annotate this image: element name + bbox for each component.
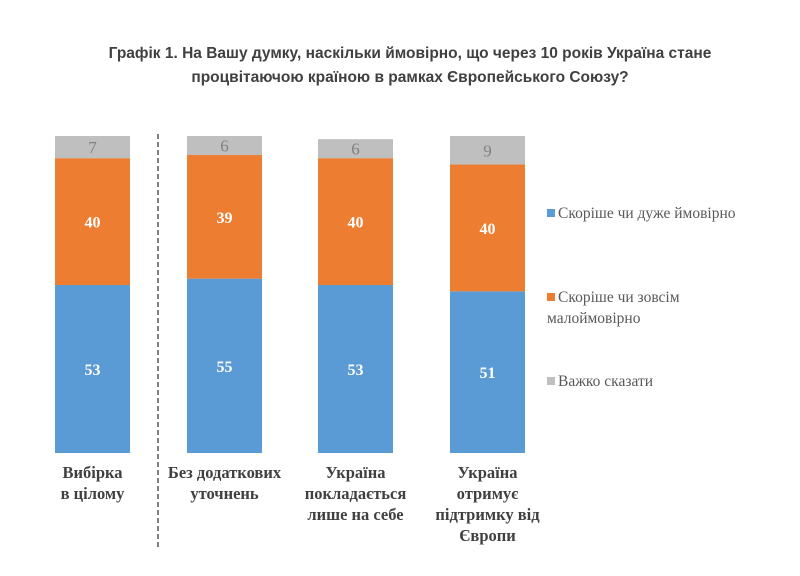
chart-title: Графік 1. На Вашу думку, наскільки ймові… — [60, 42, 760, 90]
legend-swatch — [547, 377, 555, 385]
bar-segment — [318, 139, 393, 159]
data-label: 9 — [483, 141, 492, 160]
bar-segment — [187, 136, 262, 156]
legend-swatch — [547, 293, 555, 301]
bar-segment — [450, 291, 525, 453]
category-label-line: Україна — [457, 463, 518, 482]
data-label: 51 — [480, 365, 496, 382]
legend-label: Скоріше чи зовсім — [547, 287, 680, 308]
bar-segment — [55, 136, 130, 159]
data-label: 53 — [85, 362, 101, 379]
category-label-line: Україна — [325, 463, 386, 482]
bar-segment — [55, 284, 130, 453]
data-label: 39 — [217, 210, 233, 227]
category-label-line: отримує — [456, 484, 519, 503]
category-label: Вибірка в цілому — [28, 462, 158, 504]
category-label-line: підтримку від — [435, 505, 540, 524]
data-label: 6 — [351, 140, 360, 159]
category-label-line: покладається — [304, 484, 407, 503]
category-label: Україна отримує підтримку від Європи — [423, 462, 553, 546]
legend-label: Важко сказати — [547, 371, 653, 392]
bar-segment — [450, 136, 525, 165]
category-label: Без додаткових уточнень — [160, 462, 290, 504]
data-label: 40 — [480, 221, 496, 238]
legend-swatch — [547, 209, 555, 217]
legend-item: Скоріше чи зовсім малоймовірно — [547, 287, 680, 329]
data-label: 7 — [88, 138, 97, 157]
bar-segment — [187, 278, 262, 453]
bar-segment — [187, 155, 262, 279]
chart-title-line-2: процвітаючою країною в рамках Європейськ… — [191, 69, 629, 86]
category-label-line: Без додаткових — [167, 463, 282, 482]
bar-segment — [450, 164, 525, 292]
category-label-line: в цілому — [60, 484, 125, 503]
category-label-line: Європи — [459, 526, 516, 545]
legend-item: Скоріше чи дуже ймовірно — [547, 203, 736, 224]
legend-label: малоймовірно — [547, 310, 641, 327]
bar-segment — [55, 158, 130, 285]
legend-item: Важко сказати — [547, 371, 653, 392]
bar-segment — [318, 284, 393, 453]
data-label: 40 — [85, 215, 101, 232]
data-label: 55 — [217, 359, 233, 376]
data-label: 53 — [348, 362, 364, 379]
chart-title-line-1: Графік 1. На Вашу думку, наскільки ймові… — [108, 45, 712, 62]
data-label: 40 — [348, 215, 364, 232]
category-label-line: лише на себе — [307, 505, 404, 524]
category-label-line: Вибірка — [62, 463, 123, 482]
legend-label: Скоріше чи дуже ймовірно — [547, 203, 736, 224]
category-label: Україна покладається лише на себе — [291, 462, 421, 525]
data-label: 6 — [220, 137, 229, 156]
category-label-line: уточнень — [190, 484, 259, 503]
bar-segment — [318, 158, 393, 285]
